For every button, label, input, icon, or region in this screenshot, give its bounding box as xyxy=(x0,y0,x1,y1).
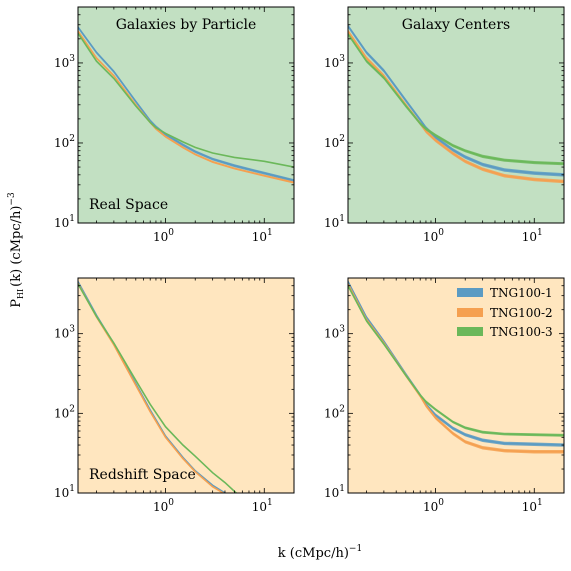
y-tick-label: 102 xyxy=(324,404,345,420)
series-line-tng100-1 xyxy=(348,281,564,446)
x-tick-label: 100 xyxy=(423,228,444,244)
panel-bottom-right: 100 101 101 102 103 xyxy=(324,277,565,514)
y-axis-label-main: P xyxy=(9,299,24,308)
x-tick-label: 100 xyxy=(153,228,174,244)
series-line-tng100-3 xyxy=(348,285,564,437)
y-tick-label: 101 xyxy=(324,484,345,500)
legend-label-tng100-1: TNG100-1 xyxy=(490,286,553,300)
x-tick-label: 101 xyxy=(252,228,273,244)
y-tick-label: 101 xyxy=(54,484,75,500)
x-axis-label: k (cMpc/h)−1 xyxy=(278,544,362,561)
series-line-tng100-2 xyxy=(78,30,294,184)
panel-background xyxy=(348,7,564,223)
panel-frame xyxy=(347,6,565,224)
x-tick-label: 101 xyxy=(252,498,273,514)
series-line-tng100-1 xyxy=(348,25,564,176)
series-line-tng100-3 xyxy=(348,33,564,165)
x-tick-label: 100 xyxy=(153,498,174,514)
legend-swatch-tng100-2 xyxy=(457,308,483,317)
x-axis-label-main: k (cMpc/h) xyxy=(278,546,349,561)
panel-top-right: 100 101 101 102 103 Galaxy Centers xyxy=(324,6,565,244)
panel-title: Galaxy Centers xyxy=(402,17,510,33)
y-tick-label: 102 xyxy=(54,134,75,150)
y-axis-label-sub: HI xyxy=(16,289,25,299)
series-line-tng100-1 xyxy=(78,26,294,182)
series-line-tng100-2 xyxy=(348,30,564,183)
x-axis-label-exp: −1 xyxy=(349,544,362,554)
y-tick-label: 103 xyxy=(54,54,75,70)
panel-frame xyxy=(347,277,565,494)
panel-frame xyxy=(77,277,295,494)
plot-area xyxy=(78,281,237,493)
panel-background xyxy=(78,7,294,223)
y-tick-label: 103 xyxy=(324,325,345,341)
legend: TNG100-1 TNG100-2 TNG100-3 xyxy=(457,286,553,339)
x-tick-label: 101 xyxy=(522,228,543,244)
y-axis-label-exp: −3 xyxy=(7,192,17,206)
y-tick-label: 103 xyxy=(54,325,75,341)
panel-background xyxy=(78,278,294,493)
y-tick-label: 102 xyxy=(324,134,345,150)
plot-area xyxy=(78,25,294,184)
panel-annotation: Redshift Space xyxy=(89,467,196,483)
y-tick-label: 102 xyxy=(54,404,75,420)
panel-annotation: Real Space xyxy=(89,197,168,213)
panel-top-left: 100 101 101 102 103 Galaxies by Particle Real … xyxy=(54,6,295,244)
legend-label-tng100-3: TNG100-3 xyxy=(490,325,553,339)
panel-title: Galaxies by Particle xyxy=(116,17,257,33)
series-line-tng100-3 xyxy=(78,32,294,168)
y-tick-label: 101 xyxy=(54,214,75,230)
panel-background xyxy=(348,278,564,493)
legend-swatch-tng100-1 xyxy=(457,288,483,297)
panels: 100 101 101 102 103 Galaxies by Particle Real … xyxy=(54,6,565,514)
y-axis-label: PHI (k) (cMpc/h)−3 xyxy=(7,192,25,308)
plot-area xyxy=(348,24,564,184)
x-tick-label: 100 xyxy=(423,498,444,514)
legend-label-tng100-2: TNG100-2 xyxy=(490,306,553,320)
series-line-tng100-3 xyxy=(78,283,237,493)
legend-swatch-tng100-3 xyxy=(457,327,483,336)
panel-bottom-left: 100 101 101 102 103 Redshift Space xyxy=(54,277,295,514)
panel-frame xyxy=(77,6,295,224)
y-tick-label: 103 xyxy=(324,54,345,70)
x-tick-label: 101 xyxy=(522,498,543,514)
y-tick-label: 101 xyxy=(324,214,345,230)
y-axis-label-rest: (k) (cMpc/h) xyxy=(9,206,24,287)
plot-area xyxy=(348,280,564,454)
